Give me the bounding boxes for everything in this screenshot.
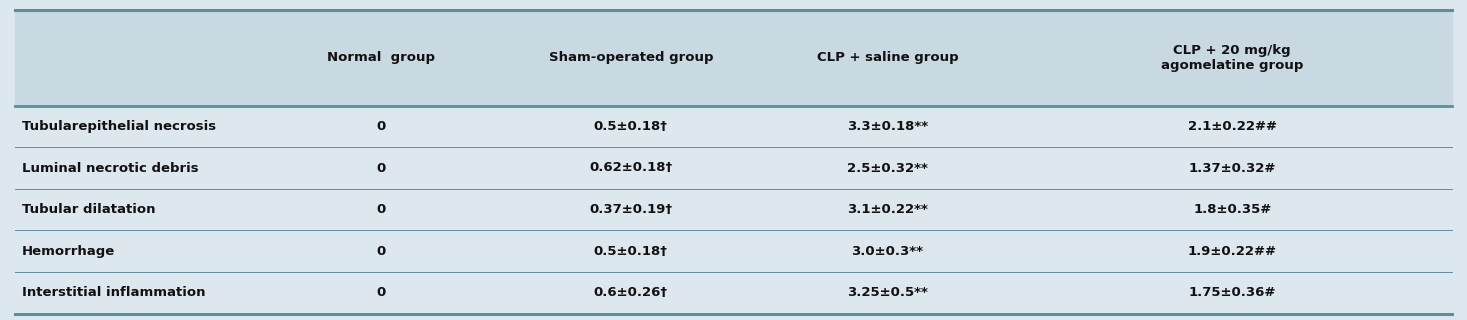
Text: Normal  group: Normal group (327, 51, 436, 64)
Text: Tubular dilatation: Tubular dilatation (22, 203, 156, 216)
Text: 1.9±0.22##: 1.9±0.22## (1188, 245, 1276, 258)
Bar (15, 10, 1452, 106)
Text: Sham-operated group: Sham-operated group (549, 51, 713, 64)
Text: 0.5±0.18†: 0.5±0.18† (594, 120, 667, 133)
Text: 0.37±0.19†: 0.37±0.19† (590, 203, 672, 216)
Bar (15, 106, 1452, 314)
Text: 3.25±0.5**: 3.25±0.5** (846, 286, 929, 299)
Text: 3.0±0.3**: 3.0±0.3** (851, 245, 924, 258)
Text: 1.37±0.32#: 1.37±0.32# (1188, 162, 1276, 174)
Text: 3.3±0.18**: 3.3±0.18** (846, 120, 929, 133)
Text: 0.5±0.18†: 0.5±0.18† (594, 245, 667, 258)
Text: Luminal necrotic debris: Luminal necrotic debris (22, 162, 198, 174)
Text: CLP + saline group: CLP + saline group (817, 51, 958, 64)
Text: 0.62±0.18†: 0.62±0.18† (590, 162, 672, 174)
Text: 1.8±0.35#: 1.8±0.35# (1193, 203, 1272, 216)
Text: 0: 0 (377, 245, 386, 258)
Text: 3.1±0.22**: 3.1±0.22** (846, 203, 929, 216)
Text: 1.75±0.36#: 1.75±0.36# (1188, 286, 1276, 299)
Text: 0: 0 (377, 286, 386, 299)
Text: 0: 0 (377, 203, 386, 216)
Text: Interstitial inflammation: Interstitial inflammation (22, 286, 205, 299)
Text: 0: 0 (377, 162, 386, 174)
Text: 0.6±0.26†: 0.6±0.26† (594, 286, 667, 299)
Text: 2.5±0.32**: 2.5±0.32** (846, 162, 929, 174)
Text: CLP + 20 mg/kg
agomelatine group: CLP + 20 mg/kg agomelatine group (1160, 44, 1304, 72)
Text: 0: 0 (377, 120, 386, 133)
Text: Tubularepithelial necrosis: Tubularepithelial necrosis (22, 120, 216, 133)
Text: 2.1±0.22##: 2.1±0.22## (1188, 120, 1276, 133)
Text: Hemorrhage: Hemorrhage (22, 245, 116, 258)
